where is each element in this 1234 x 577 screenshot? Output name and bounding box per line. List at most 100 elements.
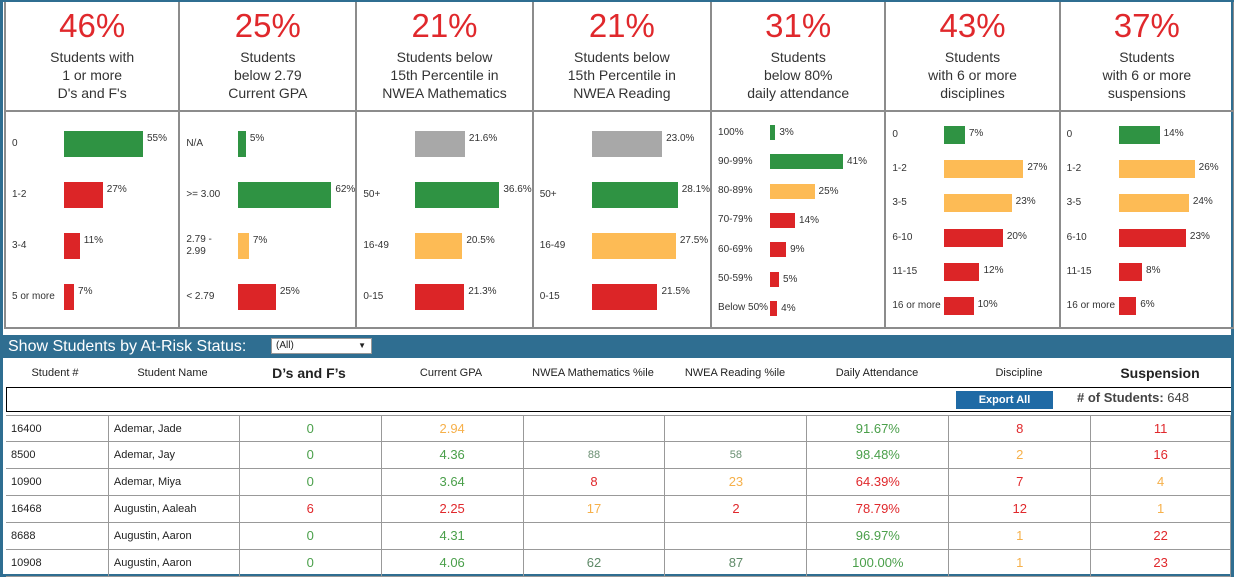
bar[interactable] — [415, 233, 463, 260]
bar-row[interactable]: >= 3.00 62% — [180, 181, 355, 208]
bar[interactable] — [64, 233, 80, 260]
bar[interactable] — [770, 183, 815, 199]
bar-row[interactable]: 100% 3% — [712, 125, 884, 141]
bar[interactable] — [64, 130, 143, 157]
bar-row[interactable]: 70-79% 14% — [712, 212, 884, 228]
bar[interactable] — [591, 233, 676, 260]
bar[interactable] — [770, 125, 776, 141]
bar-row[interactable]: Below 50% 4% — [712, 300, 884, 316]
bar[interactable] — [944, 228, 1003, 247]
bar-row[interactable]: 1-2 27% — [886, 160, 1058, 179]
bar-row[interactable]: 0-15 21.3% — [357, 284, 531, 311]
bar[interactable] — [1118, 262, 1143, 281]
column-header[interactable]: D’s and F’s — [272, 364, 346, 381]
bar[interactable] — [591, 284, 658, 311]
bar-row[interactable]: 3-5 24% — [1061, 194, 1233, 213]
table-row[interactable]: 10908 Augustin, Aaron 0 4.06 62 87 100.00% 1 23 — [6, 550, 1232, 577]
bar[interactable] — [64, 284, 75, 311]
bar[interactable] — [1118, 194, 1189, 213]
bar-row[interactable]: 0 55% — [6, 130, 178, 157]
bar-row[interactable]: 3-5 23% — [886, 194, 1058, 213]
column-header[interactable]: NWEA Reading %ile — [684, 366, 786, 379]
column-header[interactable]: Current GPA — [419, 366, 483, 379]
bar[interactable] — [1118, 160, 1195, 179]
bar-row[interactable]: 2.79 - 2.99 7% — [180, 233, 355, 260]
bar-row[interactable]: 0-15 21.5% — [534, 284, 710, 311]
bar-value-label: 7% — [252, 235, 268, 247]
bar-row[interactable]: 16-49 20.5% — [357, 233, 531, 260]
bar[interactable] — [770, 212, 795, 228]
column-header[interactable]: Daily Attendance — [835, 366, 919, 379]
table-row[interactable]: 16468 Augustin, Aaleah 6 2.25 17 2 78.79% 12 1 — [6, 496, 1232, 523]
table-row[interactable]: 16400 Ademar, Jade 0 2.94 91.67% 8 11 — [6, 415, 1232, 442]
bar[interactable] — [1118, 296, 1137, 315]
bar-value-label: 25% — [279, 286, 300, 298]
bar-row[interactable]: 16 or more 10% — [886, 296, 1058, 315]
bar-category: 60-69% — [718, 243, 753, 255]
bar[interactable] — [415, 284, 465, 311]
bar-row[interactable]: 16-49 27.5% — [534, 233, 710, 260]
bar-category: 70-79% — [718, 214, 753, 226]
bar[interactable] — [238, 130, 246, 157]
bar-row[interactable]: 0 7% — [886, 126, 1058, 145]
bar-category: 0 — [12, 137, 18, 149]
bar-row[interactable]: 50-59% 5% — [712, 271, 884, 287]
bar[interactable] — [1118, 228, 1186, 247]
table-cell: 0 — [240, 442, 382, 468]
bar-row[interactable]: 50+ 36.6% — [357, 181, 532, 208]
at-risk-status-dropdown[interactable]: (All) ▼ — [271, 338, 372, 354]
bar-row[interactable]: < 2.79 25% — [180, 284, 355, 311]
bar[interactable] — [1118, 126, 1160, 145]
bar-row[interactable]: 60-69% 9% — [712, 242, 884, 258]
bar[interactable] — [591, 130, 663, 157]
bar-row[interactable]: 11-15 12% — [886, 262, 1058, 281]
bar-row[interactable]: 1-2 26% — [1061, 160, 1233, 179]
column-header[interactable]: Discipline — [995, 366, 1043, 379]
kpi-percent: 21% — [588, 7, 655, 44]
bar[interactable] — [944, 194, 1012, 213]
column-header[interactable]: NWEA Mathematics %ile — [532, 366, 654, 379]
bar[interactable] — [944, 296, 974, 315]
kpi-panels: 46% Students with 1 or more D's and F's … — [4, 2, 1234, 329]
bar[interactable] — [238, 181, 332, 208]
bar[interactable] — [770, 300, 778, 316]
bar[interactable] — [770, 242, 787, 258]
bar-row[interactable]: 3-4 11% — [6, 233, 178, 260]
bar-row[interactable]: 50+ 28.1% — [534, 181, 710, 208]
bar-row[interactable]: 0 14% — [1061, 126, 1233, 145]
bar-row[interactable]: N/A 5% — [180, 130, 355, 157]
table-cell: 11 — [1091, 416, 1232, 441]
bar-category: Below 50% — [718, 302, 769, 314]
bar-row[interactable]: 21.6% — [357, 130, 531, 157]
bar[interactable] — [944, 160, 1024, 179]
kpi-header: 21% Students below 15th Percentile in NW… — [533, 2, 711, 112]
bar[interactable] — [944, 262, 980, 281]
bar-row[interactable]: 80-89% 25% — [712, 183, 884, 199]
bar-row[interactable]: 1-2 27% — [6, 181, 178, 208]
bar-row[interactable]: 16 or more 6% — [1061, 296, 1233, 315]
table-cell: 22 — [1091, 523, 1232, 549]
column-header[interactable]: Suspension — [1120, 364, 1200, 381]
bar[interactable] — [415, 181, 500, 208]
column-header[interactable]: Student Name — [137, 366, 208, 379]
bar[interactable] — [238, 284, 276, 311]
bar[interactable] — [591, 181, 678, 208]
bar[interactable] — [770, 271, 779, 287]
bar-row[interactable]: 6-10 20% — [886, 228, 1058, 247]
bar-row[interactable]: 5 or more 7% — [6, 284, 178, 311]
bar[interactable] — [944, 126, 965, 145]
bar-row[interactable]: 90-99% 41% — [712, 154, 884, 170]
table-row[interactable]: 8500 Ademar, Jay 0 4.36 88 58 98.48% 2 16 — [6, 442, 1232, 469]
bar-row[interactable]: 6-10 23% — [1061, 228, 1233, 247]
bar-row[interactable]: 11-15 8% — [1061, 262, 1233, 281]
table-row[interactable]: 8688 Augustin, Aaron 0 4.31 96.97% 1 22 — [6, 523, 1232, 550]
bar[interactable] — [64, 181, 103, 208]
bar[interactable] — [238, 233, 249, 260]
bar[interactable] — [415, 130, 465, 157]
bar[interactable] — [770, 154, 844, 170]
column-header[interactable]: Student # — [31, 366, 79, 379]
table-row[interactable]: 10900 Ademar, Miya 0 3.64 8 23 64.39% 7 4 — [6, 469, 1232, 496]
bar-value-label: 21.5% — [661, 286, 690, 298]
export-all-button[interactable]: Export All — [956, 391, 1053, 409]
bar-row[interactable]: 23.0% — [534, 130, 710, 157]
